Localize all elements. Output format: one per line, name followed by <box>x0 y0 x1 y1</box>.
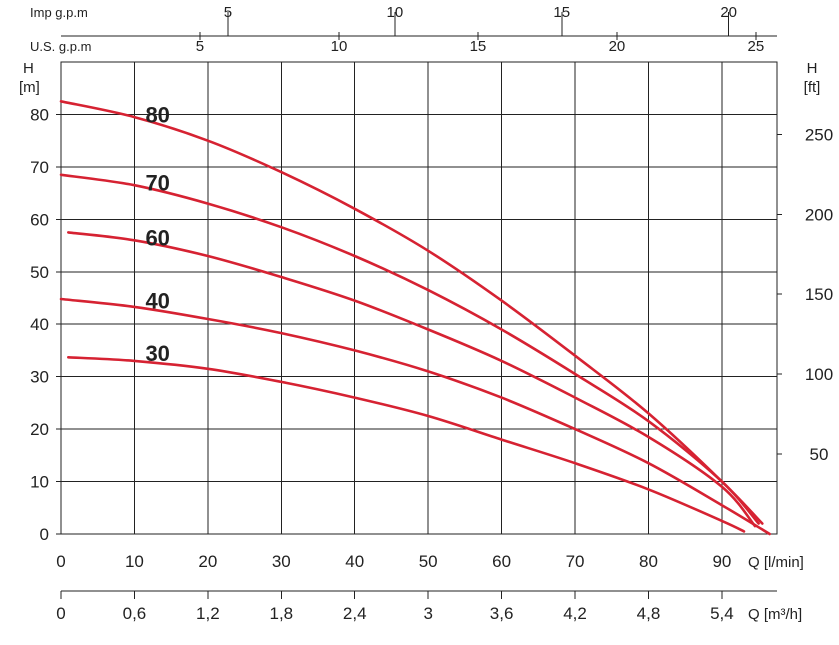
x-m3h-tick-label: 5,4 <box>710 604 734 623</box>
axes: 01020304050607080H[m]50100150200250H[ft]… <box>19 4 833 623</box>
x-lpm-tick-label: 70 <box>566 552 585 571</box>
y-right-axis-label: H <box>807 60 818 77</box>
x-us-gpm-tick-label: 5 <box>196 38 204 55</box>
curve-40 <box>59 297 771 536</box>
labels: 80 70 60 40 30 <box>145 102 169 366</box>
x-imp-gpm-tick-label: 15 <box>553 4 570 21</box>
x-lpm-axis-label: Q [l/min] <box>748 554 804 571</box>
y-left-tick-label: 70 <box>30 158 49 177</box>
x-lpm-tick-label: 60 <box>492 552 511 571</box>
x-m3h-tick-label: 4,2 <box>563 604 587 623</box>
x-m3h-tick-label: 3,6 <box>490 604 514 623</box>
y-left-axis-unit: [m] <box>19 79 40 96</box>
x-us-gpm-tick-label: 20 <box>609 38 626 55</box>
x-m3h-tick-label: 0,6 <box>123 604 147 623</box>
x-lpm-tick-label: 10 <box>125 552 144 571</box>
x-lpm-tick-label: 0 <box>56 552 65 571</box>
x-us-gpm-tick-label: 15 <box>470 38 487 55</box>
curves <box>59 100 771 536</box>
curve-30 <box>67 356 746 533</box>
x-m3h-axis-label: Q [m³/h] <box>748 606 802 623</box>
x-us-gpm-axis-label: U.S. g.p.m <box>30 39 91 54</box>
y-left-tick-label: 0 <box>40 525 49 544</box>
x-m3h-tick-label: 0 <box>56 604 65 623</box>
grid <box>61 62 777 534</box>
y-right-axis-unit: [ft] <box>804 79 821 96</box>
x-lpm-tick-label: 90 <box>712 552 731 571</box>
y-left-tick-label: 20 <box>30 420 49 439</box>
y-left-tick-label: 50 <box>30 263 49 282</box>
x-m3h-tick-label: 1,2 <box>196 604 220 623</box>
y-left-tick-label: 30 <box>30 368 49 387</box>
x-us-gpm-tick-label: 10 <box>331 38 348 55</box>
curve-label-60: 60 <box>145 226 169 251</box>
x-m3h-tick-label: 3 <box>423 604 432 623</box>
y-left-axis-label: H <box>23 60 34 77</box>
x-us-gpm-tick-label: 25 <box>748 38 765 55</box>
y-right-tick-label: 250 <box>805 125 833 144</box>
x-lpm-tick-label: 20 <box>198 552 217 571</box>
curve-70 <box>59 173 760 525</box>
curve-label-70: 70 <box>145 171 169 196</box>
y-left-tick-label: 10 <box>30 473 49 492</box>
y-left-tick-label: 40 <box>30 315 49 334</box>
curve-60 <box>67 231 757 528</box>
x-imp-gpm-tick-label: 20 <box>720 4 737 21</box>
x-lpm-tick-label: 80 <box>639 552 658 571</box>
x-m3h-tick-label: 1,8 <box>269 604 293 623</box>
x-imp-gpm-tick-label: 10 <box>386 4 403 21</box>
curve-label-30: 30 <box>145 341 169 366</box>
curve-80 <box>59 100 764 525</box>
y-right-tick-label: 50 <box>810 445 829 464</box>
x-lpm-tick-label: 30 <box>272 552 291 571</box>
curve-label-80: 80 <box>145 102 169 127</box>
y-right-tick-label: 150 <box>805 285 833 304</box>
x-imp-gpm-axis-label: Imp g.p.m <box>30 5 88 20</box>
x-imp-gpm-tick-label: 5 <box>224 4 232 21</box>
x-lpm-tick-label: 40 <box>345 552 364 571</box>
x-m3h-tick-label: 2,4 <box>343 604 367 623</box>
y-left-tick-label: 80 <box>30 105 49 124</box>
y-right-tick-label: 100 <box>805 365 833 384</box>
y-right-tick-label: 200 <box>805 205 833 224</box>
x-m3h-tick-label: 4,8 <box>637 604 661 623</box>
x-lpm-tick-label: 50 <box>419 552 438 571</box>
y-left-tick-label: 60 <box>30 210 49 229</box>
curve-label-40: 40 <box>145 289 169 314</box>
